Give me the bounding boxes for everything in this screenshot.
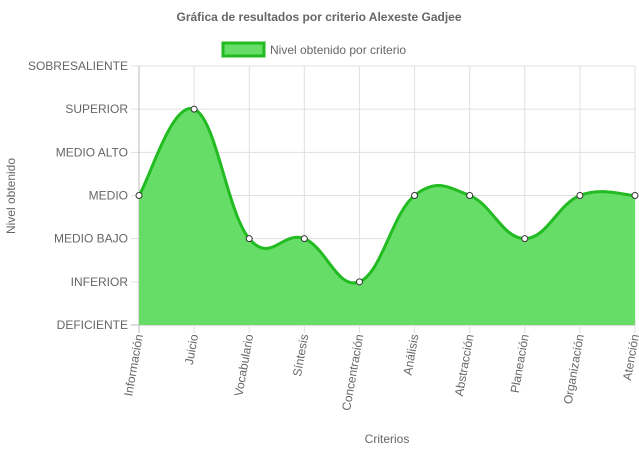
x-tick-label: Vocabulario [231,333,256,398]
y-axis-label: Nivel obtenido [4,158,18,234]
x-tick-label: Abstracción [452,333,477,397]
y-tick-label: MEDIO ALTO [56,145,128,159]
data-point-Organización[interactable] [576,192,584,199]
data-point-Análisis[interactable] [411,192,419,199]
data-point-Información[interactable] [135,192,143,199]
data-point-Síntesis[interactable] [300,235,308,243]
x-tick-label: Concentración [339,333,366,412]
data-point-Concentración[interactable] [355,278,363,286]
data-point-Vocabulario[interactable] [245,235,253,243]
y-tick-label: MEDIO [89,189,128,203]
legend-label: Nivel obtenido por criterio [270,43,406,57]
x-tick-label: Juicio [182,333,201,366]
x-tick-label: Síntesis [290,333,311,377]
y-tick-label: SOBRESALIENTE [28,59,128,73]
y-tick-label: MEDIO BAJO [54,232,128,246]
data-points [135,105,639,286]
series-line [137,107,636,285]
x-axis-label: Criterios [365,432,410,446]
x-axis-ticks: Información Juicio Vocabulario Síntesis Conc… [121,333,639,412]
x-tick-label: Análisis [401,333,422,376]
data-point-Juicio[interactable] [190,105,198,113]
y-axis-ticks: DEFICIENTE INFERIOR MEDIO BAJO MEDIO MEDIO A… [28,59,128,332]
chart-title: Gráfica de resultados por criterio Alexe… [177,10,462,24]
x-tick-label: Atención [620,333,639,381]
x-tick-label: Información [121,333,146,397]
legend-swatch [221,41,266,58]
y-tick-label: SUPERIOR [65,102,128,116]
legend[interactable]: Nivel obtenido por criterio [221,41,406,58]
data-point-Planeación[interactable] [521,235,529,243]
x-tick-label: Planeación [508,333,532,394]
series-area [137,107,636,325]
y-tick-label: DEFICIENTE [57,318,128,332]
data-point-Abstracción[interactable] [466,192,474,199]
data-point-Atención[interactable] [631,192,639,199]
x-tick-label: Organización [561,333,587,405]
series-area-fill [139,108,635,325]
y-tick-label: INFERIOR [71,275,129,289]
